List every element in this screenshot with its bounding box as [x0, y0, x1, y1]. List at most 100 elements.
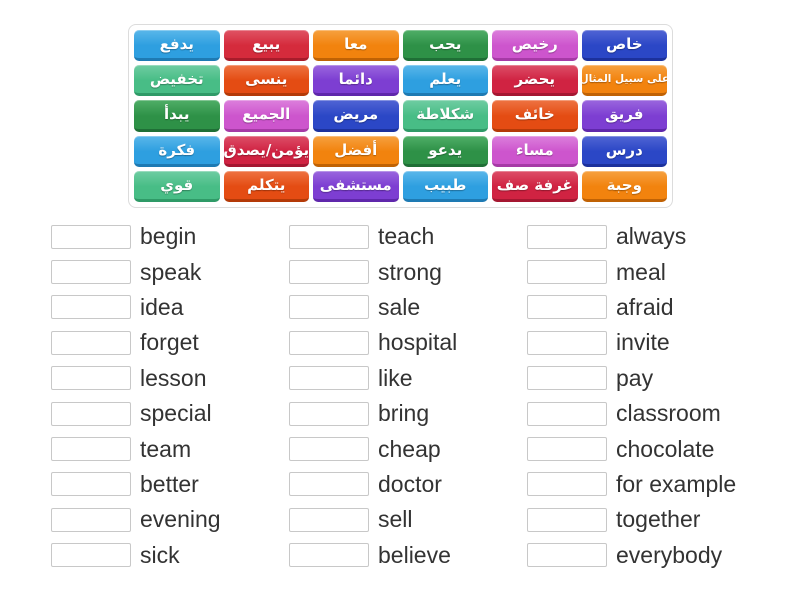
match-row: doctor — [289, 467, 527, 502]
english-word: special — [140, 400, 212, 427]
arabic-tile[interactable]: خائف — [492, 100, 578, 132]
arabic-tile[interactable]: أفضل — [313, 135, 399, 167]
word-column: teach strong sale hospital like bring cheap doc… — [289, 219, 527, 573]
arabic-tile[interactable]: مريض — [313, 100, 399, 132]
arabic-tile[interactable]: شكلاطة — [402, 100, 488, 132]
match-row: begin — [51, 219, 289, 254]
answer-slot[interactable] — [289, 507, 369, 532]
match-row: afraid — [527, 290, 765, 325]
arabic-tile[interactable]: درس — [581, 135, 667, 167]
arabic-tile[interactable]: ينسى — [223, 65, 309, 97]
english-word: pay — [616, 364, 654, 391]
english-word: always — [616, 223, 687, 250]
match-row: meal — [527, 254, 765, 289]
answer-slot[interactable] — [51, 437, 131, 462]
english-word: evening — [140, 506, 221, 533]
arabic-tile[interactable]: دائما — [313, 65, 399, 97]
arabic-tile[interactable]: تخفيض — [134, 65, 220, 97]
english-word: sell — [378, 506, 413, 533]
english-word: better — [140, 470, 199, 497]
english-word: everybody — [616, 541, 723, 568]
answer-slot[interactable] — [51, 330, 131, 355]
match-row: sell — [289, 502, 527, 537]
match-row: for example — [527, 467, 765, 502]
answer-slot[interactable] — [527, 543, 607, 568]
english-word: classroom — [616, 400, 721, 427]
answer-slot[interactable] — [289, 260, 369, 285]
arabic-tile[interactable]: يدعو — [402, 135, 488, 167]
match-row: sale — [289, 290, 527, 325]
english-word: bring — [378, 400, 430, 427]
answer-slot[interactable] — [51, 295, 131, 320]
answer-slot[interactable] — [289, 401, 369, 426]
arabic-tile[interactable]: وجبة — [581, 170, 667, 202]
answer-slot[interactable] — [289, 472, 369, 497]
answer-slot[interactable] — [289, 437, 369, 462]
answer-slot[interactable] — [289, 295, 369, 320]
arabic-tile[interactable]: يعلم — [402, 65, 488, 97]
arabic-tile[interactable]: يبيع — [223, 30, 309, 62]
arabic-tile[interactable]: يحب — [402, 30, 488, 62]
answer-slot[interactable] — [527, 507, 607, 532]
arabic-tile[interactable]: مساء — [492, 135, 578, 167]
match-row: idea — [51, 290, 289, 325]
answer-slot[interactable] — [527, 224, 607, 249]
answer-slot[interactable] — [527, 330, 607, 355]
match-row: invite — [527, 325, 765, 360]
match-row: bring — [289, 396, 527, 431]
english-word: doctor — [378, 470, 442, 497]
english-word: team — [140, 435, 192, 462]
english-word: like — [378, 364, 413, 391]
answer-slot[interactable] — [527, 295, 607, 320]
arabic-tile[interactable]: مستشفى — [313, 170, 399, 202]
answer-slot[interactable] — [289, 330, 369, 355]
match-row: strong — [289, 254, 527, 289]
answer-slot[interactable] — [527, 472, 607, 497]
arabic-tile[interactable]: يبدأ — [134, 100, 220, 132]
answer-slot[interactable] — [527, 260, 607, 285]
arabic-tile[interactable]: يدفع — [134, 30, 220, 62]
arabic-tile[interactable]: فريق — [581, 100, 667, 132]
arabic-tile[interactable]: فكرة — [134, 135, 220, 167]
answer-slot[interactable] — [51, 543, 131, 568]
match-row: teach — [289, 219, 527, 254]
match-row: forget — [51, 325, 289, 360]
arabic-tile[interactable]: خاص — [581, 30, 667, 62]
answer-slot[interactable] — [527, 366, 607, 391]
english-word: forget — [140, 329, 199, 356]
arabic-tile[interactable]: يتكلم — [223, 170, 309, 202]
english-word: cheap — [378, 435, 441, 462]
arabic-tile[interactable]: طبيب — [402, 170, 488, 202]
answer-slot[interactable] — [51, 507, 131, 532]
english-word: together — [616, 506, 701, 533]
match-up-word-list: begin speak idea forget lesson special team bet… — [51, 219, 765, 573]
arabic-tile[interactable]: رخيص — [492, 30, 578, 62]
arabic-tile[interactable]: قوي — [134, 170, 220, 202]
arabic-tile[interactable]: معا — [313, 30, 399, 62]
answer-slot[interactable] — [527, 437, 607, 462]
english-word: invite — [616, 329, 670, 356]
match-row: always — [527, 219, 765, 254]
arabic-tile[interactable]: يحضر — [492, 65, 578, 97]
english-word: strong — [378, 258, 442, 285]
match-row: better — [51, 467, 289, 502]
match-row: hospital — [289, 325, 527, 360]
arabic-tile[interactable]: الجميع — [223, 100, 309, 132]
answer-slot[interactable] — [289, 366, 369, 391]
arabic-tile[interactable]: على سبيل المثال — [581, 65, 667, 97]
answer-slot[interactable] — [51, 401, 131, 426]
arabic-tile[interactable]: غرفة صف — [492, 170, 578, 202]
answer-slot[interactable] — [51, 260, 131, 285]
match-row: special — [51, 396, 289, 431]
answer-slot[interactable] — [51, 366, 131, 391]
arabic-tile[interactable]: يؤمن/يصدق — [223, 135, 309, 167]
match-row: cheap — [289, 431, 527, 466]
word-column: begin speak idea forget lesson special team bet… — [51, 219, 289, 573]
answer-slot[interactable] — [289, 543, 369, 568]
answer-slot[interactable] — [51, 224, 131, 249]
answer-slot[interactable] — [289, 224, 369, 249]
answer-slot[interactable] — [527, 401, 607, 426]
english-word: begin — [140, 223, 197, 250]
english-word: idea — [140, 293, 184, 320]
answer-slot[interactable] — [51, 472, 131, 497]
